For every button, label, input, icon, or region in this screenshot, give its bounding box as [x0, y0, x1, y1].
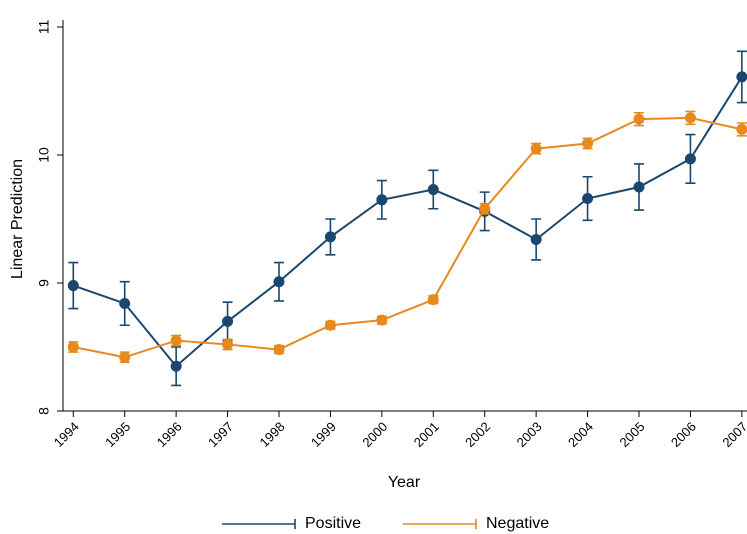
point	[273, 276, 285, 288]
point	[67, 341, 79, 353]
point	[324, 231, 336, 243]
point	[170, 335, 182, 347]
y-tick-label: 11	[36, 20, 52, 35]
point	[427, 294, 439, 306]
point	[530, 143, 542, 155]
point	[530, 233, 542, 245]
point	[67, 280, 79, 292]
series-line	[73, 116, 743, 359]
point	[376, 314, 388, 326]
point	[376, 194, 388, 206]
point	[582, 137, 594, 149]
point	[170, 360, 182, 372]
point	[684, 153, 696, 165]
point	[582, 193, 594, 205]
y-tick-label: 10	[36, 147, 52, 163]
y-tick-label: 9	[36, 279, 52, 287]
point	[222, 338, 234, 350]
point	[324, 319, 336, 331]
legend-label: Negative	[486, 515, 549, 532]
point	[119, 297, 131, 309]
point	[479, 203, 491, 215]
point	[736, 123, 747, 135]
point	[273, 344, 285, 356]
point	[684, 112, 696, 124]
legend-label: Positive	[305, 515, 361, 532]
legend-key	[222, 519, 296, 529]
point	[119, 351, 131, 363]
legend: Positive Negative	[222, 515, 549, 532]
legend-key	[403, 519, 477, 529]
point	[633, 113, 645, 125]
series-line	[72, 76, 743, 368]
x-axis-title: Year	[388, 474, 421, 491]
point	[427, 184, 439, 196]
point	[633, 181, 645, 193]
point	[736, 71, 747, 83]
point	[222, 315, 234, 327]
y-axis-title: Linear Prediction	[9, 159, 26, 279]
y-tick-label: 8	[36, 407, 52, 415]
